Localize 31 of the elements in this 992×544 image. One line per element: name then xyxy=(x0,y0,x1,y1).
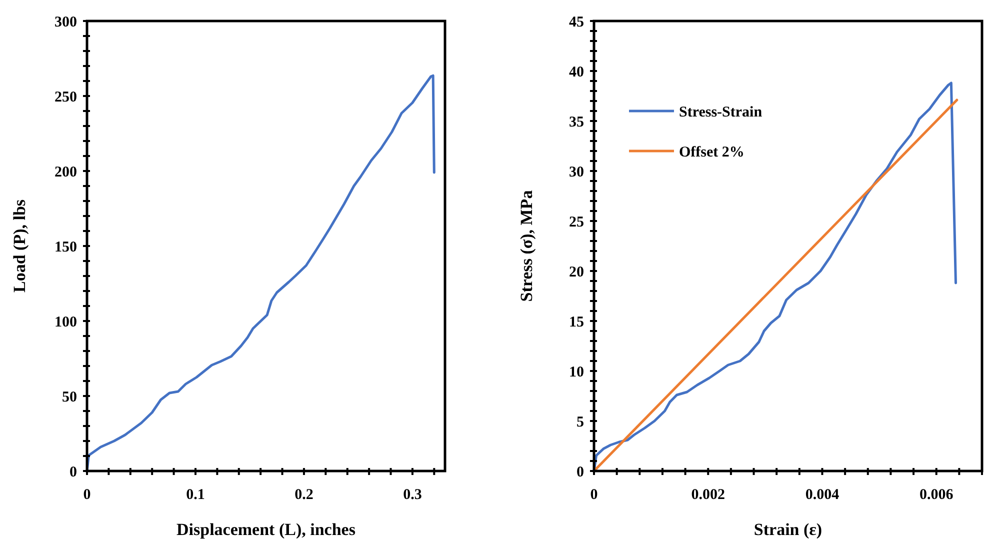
y-tick-label: 25 xyxy=(569,214,584,230)
x-tick-label: 0.3 xyxy=(403,487,422,503)
y-axis-title: Load (P), lbs xyxy=(10,199,29,293)
y-tick-label: 10 xyxy=(569,364,584,380)
y-tick-label: 15 xyxy=(569,314,584,330)
x-axis-title: Strain (ε) xyxy=(754,520,822,539)
x-tick-label: 0.006 xyxy=(919,487,954,503)
y-tick-label: 100 xyxy=(54,314,77,330)
y-tick-label: 40 xyxy=(569,64,584,80)
x-tick-label: 0.2 xyxy=(294,487,314,503)
y-tick-label: 250 xyxy=(54,89,77,106)
legend-label: Offset 2% xyxy=(679,144,744,160)
y-axis-title: Stress (σ), MPa xyxy=(517,190,536,302)
x-tick-label: 0 xyxy=(83,487,91,503)
legend-label: Stress-Strain xyxy=(679,104,763,120)
y-tick-label: 50 xyxy=(62,389,77,406)
x-tick-label: 0.002 xyxy=(691,487,725,503)
y-tick-label: 0 xyxy=(576,464,584,480)
y-tick-label: 20 xyxy=(569,264,584,280)
y-tick-label: 30 xyxy=(569,164,584,180)
y-tick-label: 5 xyxy=(576,414,584,430)
y-tick-label: 35 xyxy=(569,114,584,130)
y-tick-label: 200 xyxy=(54,164,77,180)
x-axis-title: Displacement (L), inches xyxy=(176,520,356,539)
y-tick-label: 150 xyxy=(54,239,77,256)
x-tick-label: 0.004 xyxy=(805,487,840,503)
y-tick-label: 300 xyxy=(54,14,77,30)
x-tick-label: 0 xyxy=(590,487,598,503)
y-tick-label: 45 xyxy=(569,14,584,30)
y-tick-label: 0 xyxy=(70,464,77,480)
x-tick-label: 0.1 xyxy=(186,487,205,503)
